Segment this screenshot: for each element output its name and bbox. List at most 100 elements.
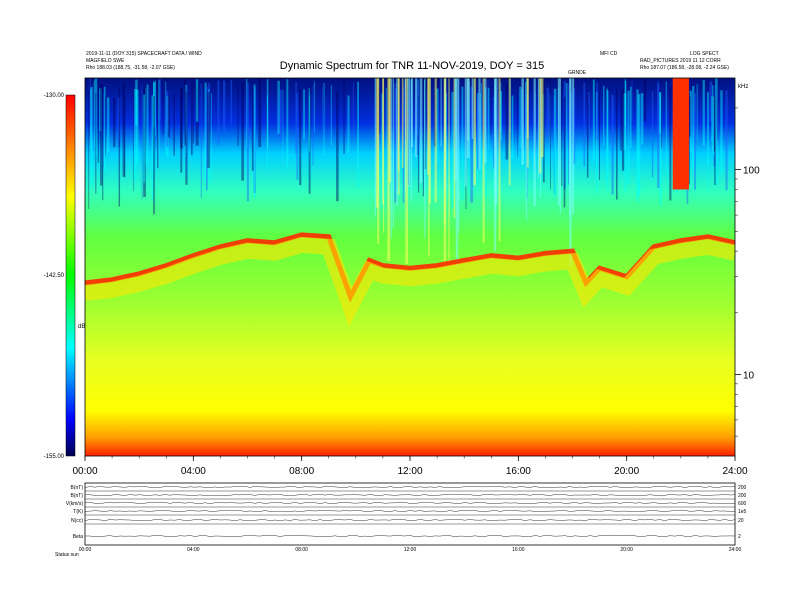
spectrum-column [596, 92, 598, 194]
spectrum-column [550, 79, 551, 190]
spectrum-column [166, 95, 169, 158]
lower-x-tick-label: 16:00 [512, 547, 525, 553]
spectrum-column [637, 94, 641, 196]
spectrum-column [665, 81, 667, 176]
spectrum-column [487, 87, 490, 151]
spectrum-column [627, 90, 630, 185]
spectrum-column [158, 80, 160, 154]
lower-row-label: N(cc) [71, 518, 83, 524]
lower-x-tick-label: 00:00 [79, 547, 92, 553]
spectrum-column [153, 95, 155, 215]
spectrum-column [102, 92, 104, 170]
spectrum-burst-column [440, 78, 442, 147]
spectrum-column [155, 80, 156, 136]
x-tick-label: 04:00 [181, 466, 206, 477]
spectrum-column [599, 93, 600, 180]
spectrum-burst-column [448, 78, 450, 267]
spectrum-column [616, 88, 618, 200]
spectrum-column [592, 79, 595, 160]
spectrum-column [207, 92, 210, 168]
spectrum-column [205, 86, 208, 191]
lower-row-label: Beta [73, 534, 84, 540]
lower-row-trace [84, 493, 736, 497]
lower-x-tick-label: 08:00 [295, 547, 308, 553]
lower-row-right-label: 20 [738, 518, 744, 524]
spectrum-column [417, 95, 420, 193]
header-right-line3: RAD_PICTURES 2019 11 12 CORR [640, 58, 721, 64]
spectrum-column [88, 90, 90, 209]
spectrum-column [343, 78, 345, 155]
spectrum-column [709, 81, 713, 122]
spectrum-column [394, 83, 397, 203]
spectrum-burst-column [374, 78, 376, 217]
spectrum-column [505, 84, 509, 160]
lower-row-right-label: 2 [738, 534, 741, 540]
spectrum-column [95, 93, 97, 194]
spectrum-column [725, 90, 728, 191]
spectrum-burst-column [471, 78, 474, 139]
spectrum-column [330, 85, 332, 146]
spectrum-burst-column [454, 78, 457, 182]
spectrum-column [658, 92, 661, 134]
lower-row-label: B(nT) [71, 485, 84, 491]
spectrum-column [563, 97, 566, 208]
lower-row-label: T(K) [73, 509, 83, 515]
spectrum-column [689, 90, 692, 153]
spectrum-column [143, 94, 146, 183]
spectrum-column [385, 87, 387, 153]
spectrum-column [314, 80, 315, 133]
spectrum-column [222, 80, 226, 131]
spectrum-column [603, 85, 605, 146]
spectrum-burst-column [405, 78, 409, 265]
spectrum-column [707, 92, 709, 193]
spectrum-column [282, 90, 284, 166]
spectrum-burst-column [537, 78, 539, 178]
spectrum-column [631, 80, 633, 122]
spectrum-column [596, 82, 598, 141]
spectrum-column [565, 83, 568, 186]
spectrum-burst-column [392, 78, 394, 228]
spectrum-column [542, 79, 545, 183]
spectrum-column [661, 91, 662, 148]
x-tick-label: 08:00 [289, 466, 314, 477]
spectrum-column [159, 78, 161, 121]
spectrum-column [553, 88, 557, 197]
chart-title: Dynamic Spectrum for TNR 11-NOV-2019, DO… [280, 60, 544, 72]
spectrum-column [621, 88, 625, 171]
spectrum-column [403, 80, 406, 140]
spectrum-column [309, 92, 311, 173]
y-tick-label: 100 [743, 166, 760, 177]
spectrum-column [295, 82, 297, 154]
spectrum-column [99, 88, 102, 132]
header-left-line3: Rho 188.03 (188.75, -31.58, -2.07 GSE) [86, 65, 175, 71]
spectrum-column [546, 87, 550, 137]
spectrum-burst-column [533, 78, 536, 207]
spectrum-column [93, 80, 95, 147]
spectrum-burst-column [525, 78, 528, 221]
spectrum-column [157, 79, 159, 169]
spectrum-column [461, 86, 464, 201]
spectrum-burst-column [569, 78, 571, 218]
spectrum-column [657, 83, 660, 188]
spectrum-burst-column [521, 78, 524, 165]
spectrum-burst-column [411, 78, 414, 148]
spectrum-column [166, 91, 169, 147]
spectrum-column [246, 82, 249, 202]
spectrum-burst-column [467, 78, 469, 141]
spectrum-burst-column [401, 78, 404, 168]
lower-row-label: V(km/s) [66, 501, 84, 507]
spectrum-column [694, 93, 697, 190]
lower-x-tick-label: 24:00 [729, 547, 742, 553]
spectrum-column [94, 78, 98, 157]
spectrum-column [118, 87, 121, 207]
spectrum-column [185, 91, 188, 185]
spectrum-column [106, 97, 110, 152]
header-left-line2: MAGFIELD SWE [86, 58, 125, 64]
spectrum-burst-column [493, 78, 497, 252]
spectrum-column [97, 80, 100, 163]
spectrum-column [279, 89, 282, 142]
spectrum-burst-column [415, 78, 417, 157]
spectrum-column [195, 79, 199, 122]
spectrum-column [567, 83, 569, 185]
